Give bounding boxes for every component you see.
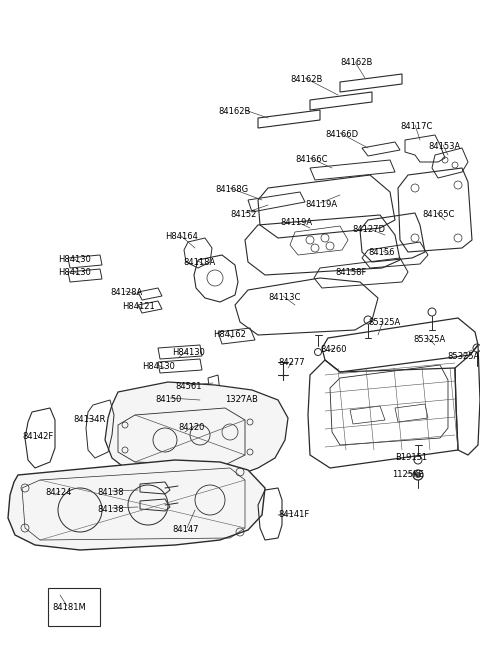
Circle shape (416, 472, 420, 478)
Text: 84165C: 84165C (422, 210, 455, 219)
Text: 84128A: 84128A (110, 288, 142, 297)
Text: 84127D: 84127D (352, 225, 385, 234)
Text: 85325A: 85325A (413, 335, 445, 344)
Text: 85325A: 85325A (368, 318, 400, 327)
Text: 84162B: 84162B (290, 75, 323, 84)
Bar (48, 588, 100, 626)
Text: H84162: H84162 (213, 330, 246, 339)
Text: 84147: 84147 (172, 525, 199, 534)
Text: 84158F: 84158F (335, 268, 366, 277)
Text: 84119A: 84119A (305, 200, 337, 209)
Text: 84134R: 84134R (73, 415, 106, 424)
Text: 84142F: 84142F (22, 432, 53, 441)
Text: 84152: 84152 (230, 210, 256, 219)
Text: 84138: 84138 (97, 488, 124, 497)
Text: 84118A: 84118A (183, 258, 215, 267)
Text: 84260: 84260 (320, 345, 347, 354)
Text: H84130: H84130 (172, 348, 205, 357)
Text: 1327AB: 1327AB (225, 395, 258, 404)
Text: H84164: H84164 (165, 232, 198, 241)
Text: 84166C: 84166C (295, 155, 327, 164)
Circle shape (243, 391, 257, 405)
Text: 84124: 84124 (45, 488, 72, 497)
Text: 84162B: 84162B (340, 58, 372, 67)
Text: 84141F: 84141F (278, 510, 309, 519)
Polygon shape (105, 382, 288, 482)
Text: 84113C: 84113C (268, 293, 300, 302)
Circle shape (246, 394, 254, 402)
Text: 84181M: 84181M (52, 603, 86, 612)
Text: H84130: H84130 (142, 362, 175, 371)
Text: 84153A: 84153A (428, 142, 460, 151)
Text: 84168G: 84168G (215, 185, 248, 194)
Text: 84119A: 84119A (280, 218, 312, 227)
Text: 84277: 84277 (278, 358, 305, 367)
Text: H84130: H84130 (58, 268, 91, 277)
Text: H84121: H84121 (122, 302, 155, 311)
Polygon shape (8, 460, 265, 550)
Text: 84117C: 84117C (400, 122, 432, 131)
Text: 84162B: 84162B (218, 107, 251, 116)
Text: 1125KE: 1125KE (392, 470, 424, 479)
Text: 84138: 84138 (97, 505, 124, 514)
Text: 84150: 84150 (155, 395, 181, 404)
Text: 84120: 84120 (178, 423, 204, 432)
Text: 84156: 84156 (368, 248, 395, 257)
Text: 84166D: 84166D (325, 130, 358, 139)
Text: 84561: 84561 (175, 382, 202, 391)
Text: 85325A: 85325A (447, 352, 479, 361)
Text: H84130: H84130 (58, 255, 91, 264)
Text: B19151: B19151 (395, 453, 427, 462)
